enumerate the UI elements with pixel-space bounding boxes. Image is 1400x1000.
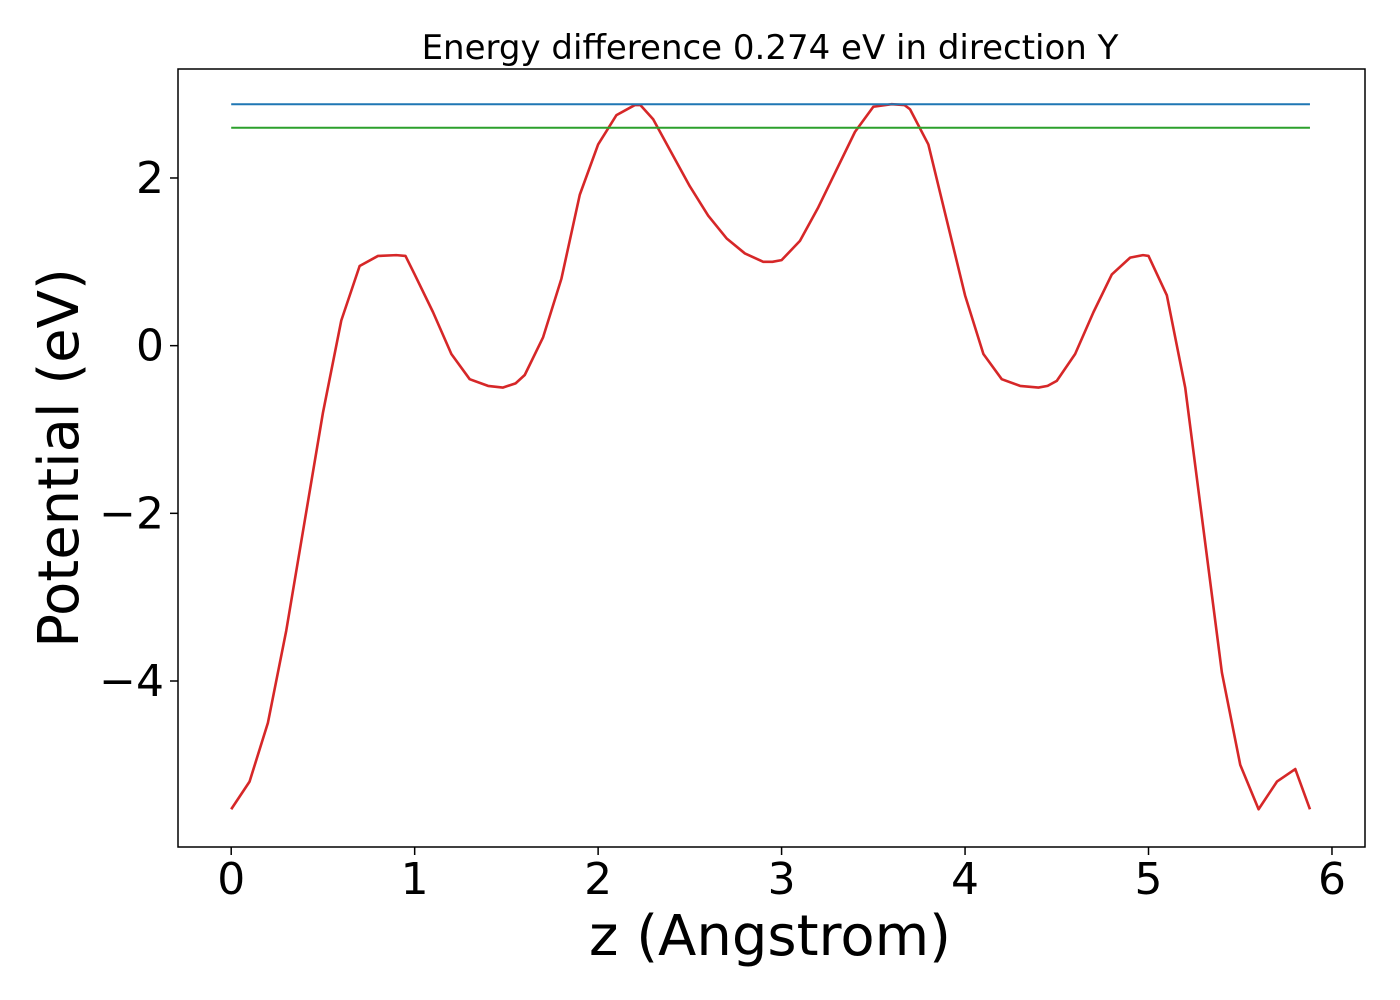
y-tick-label: −2 bbox=[99, 488, 164, 539]
plot-area bbox=[230, 102, 1312, 811]
y-axis-label: Potential (eV) bbox=[27, 268, 92, 648]
x-tick-label: 4 bbox=[951, 854, 979, 905]
x-axis: 0 1 2 3 4 5 6 bbox=[217, 847, 1346, 905]
x-tick-label: 2 bbox=[584, 854, 612, 905]
chart-title: Energy difference 0.274 eV in direction … bbox=[422, 28, 1119, 68]
x-tick-label: 3 bbox=[768, 854, 796, 905]
x-axis-label: z (Angstrom) bbox=[589, 904, 951, 969]
potential-curve-line bbox=[230, 102, 1312, 811]
y-tick-label: −4 bbox=[99, 656, 164, 707]
y-tick-label: 0 bbox=[136, 321, 164, 372]
y-axis: −4 −2 0 2 bbox=[99, 153, 178, 707]
x-tick-label: 0 bbox=[217, 854, 245, 905]
plot-frame bbox=[177, 68, 1366, 848]
x-tick-label: 5 bbox=[1135, 854, 1163, 905]
x-tick-label: 6 bbox=[1318, 854, 1346, 905]
y-tick-label: 2 bbox=[136, 153, 164, 204]
x-tick-label: 1 bbox=[401, 854, 429, 905]
